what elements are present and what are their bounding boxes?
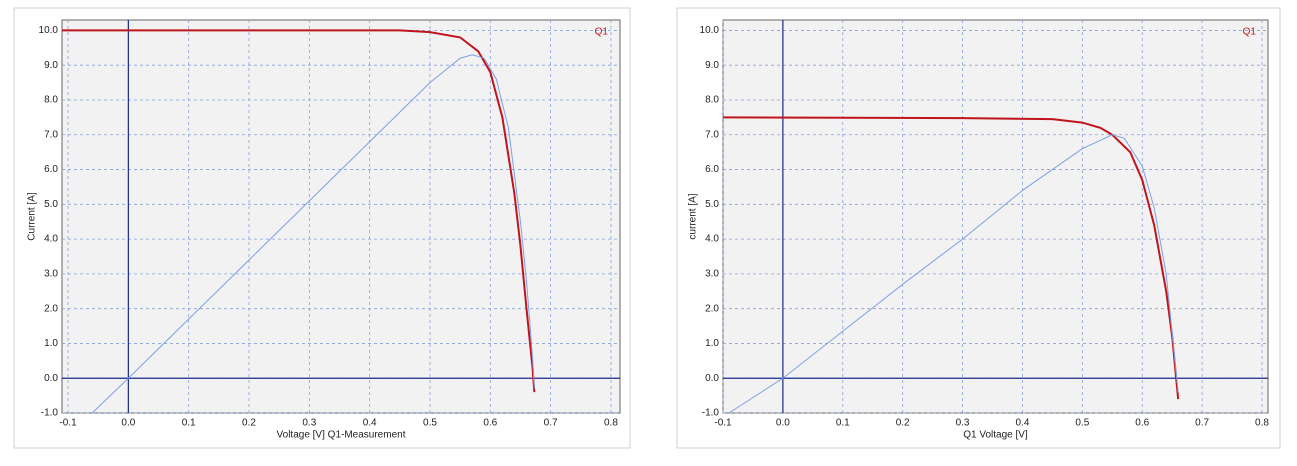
y-tick-label: 8.0 bbox=[44, 95, 58, 106]
y-tick-label: 10.0 bbox=[39, 25, 59, 36]
x-tick-label: 0.5 bbox=[1075, 418, 1089, 429]
x-tick-label: 0.8 bbox=[1255, 418, 1269, 429]
x-tick-label: -0.1 bbox=[59, 418, 77, 429]
y-tick-label: 2.0 bbox=[44, 303, 58, 314]
chart: -0.1 0.0 0.1 0.2 0.3 0.4 0.5 0.6 0.7 0.8 -1.0 0.0 1.… bbox=[13, 7, 631, 449]
x-tick-label: 0.6 bbox=[1135, 418, 1149, 429]
chart: -0.1 0.0 0.1 0.2 0.3 0.4 0.5 0.6 0.7 0.8 -1.0 0.0 1.… bbox=[676, 7, 1281, 449]
x-tick-label: 0.4 bbox=[1015, 418, 1029, 429]
y-tick-label: 4.0 bbox=[44, 234, 58, 245]
y-axis-label: current [A] bbox=[688, 193, 699, 239]
y-tick-label: 0.0 bbox=[44, 373, 58, 384]
y-tick-label: 3.0 bbox=[44, 269, 58, 280]
y-tick-label: 9.0 bbox=[705, 60, 719, 71]
y-tick-label: 2.0 bbox=[705, 303, 719, 314]
x-tick-label: 0.7 bbox=[1195, 418, 1209, 429]
y-tick-label: -1.0 bbox=[41, 408, 59, 419]
x-tick-label: -0.1 bbox=[714, 418, 732, 429]
y-tick-label: 6.0 bbox=[44, 164, 58, 175]
x-tick-label: 0.2 bbox=[896, 418, 910, 429]
x-tick-label: 0.3 bbox=[956, 418, 970, 429]
y-tick-label: 9.0 bbox=[44, 60, 58, 71]
plot-area bbox=[61, 19, 621, 414]
x-axis-label: Q1 Voltage [V] bbox=[963, 430, 1028, 441]
series-line bbox=[722, 116, 1180, 400]
x-tick-label: 0.0 bbox=[776, 418, 790, 429]
x-tick-label: 0.8 bbox=[604, 418, 618, 429]
legend-label: Q1 bbox=[595, 27, 609, 38]
series-line bbox=[728, 134, 1179, 414]
y-tick-label: 4.0 bbox=[705, 234, 719, 245]
x-tick-label: 0.2 bbox=[242, 418, 256, 429]
x-axis-label: Voltage [V] Q1-Measurement bbox=[277, 430, 406, 441]
plot-area bbox=[722, 19, 1269, 414]
y-tick-label: 1.0 bbox=[705, 338, 719, 349]
y-tick-label: 6.0 bbox=[705, 164, 719, 175]
series-line bbox=[91, 54, 535, 414]
x-tick-label: 0.0 bbox=[121, 418, 135, 429]
x-tick-label: 0.1 bbox=[182, 418, 196, 429]
x-tick-label: 0.7 bbox=[544, 418, 558, 429]
series-line bbox=[62, 29, 536, 393]
y-tick-label: 3.0 bbox=[705, 269, 719, 280]
y-tick-label: 7.0 bbox=[44, 129, 58, 140]
y-axis-label: Current [A] bbox=[27, 192, 38, 241]
y-tick-label: 7.0 bbox=[705, 129, 719, 140]
x-tick-label: 0.4 bbox=[363, 418, 377, 429]
y-tick-label: 0.0 bbox=[705, 373, 719, 384]
y-tick-label: 10.0 bbox=[700, 25, 720, 36]
y-tick-label: 1.0 bbox=[44, 338, 58, 349]
x-tick-label: 0.5 bbox=[423, 418, 437, 429]
y-tick-label: 8.0 bbox=[705, 95, 719, 106]
x-tick-label: 0.3 bbox=[302, 418, 316, 429]
x-tick-label: 0.6 bbox=[483, 418, 497, 429]
y-tick-label: -1.0 bbox=[702, 408, 720, 419]
y-tick-label: 5.0 bbox=[44, 199, 58, 210]
x-tick-label: 0.1 bbox=[836, 418, 850, 429]
legend-label: Q1 bbox=[1243, 27, 1257, 38]
y-tick-label: 5.0 bbox=[705, 199, 719, 210]
